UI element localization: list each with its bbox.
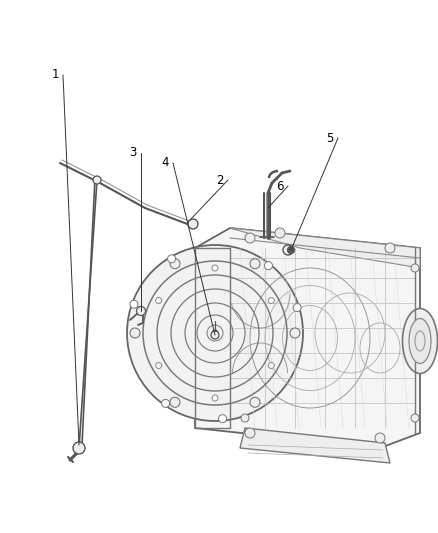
Polygon shape (195, 228, 420, 448)
Text: 5: 5 (326, 132, 334, 144)
Circle shape (168, 255, 176, 263)
Circle shape (375, 433, 385, 443)
Circle shape (188, 219, 198, 229)
Circle shape (385, 243, 395, 253)
Circle shape (268, 297, 274, 303)
Circle shape (245, 428, 255, 438)
Text: 6: 6 (276, 180, 284, 192)
Circle shape (287, 246, 294, 254)
Circle shape (93, 176, 101, 184)
Circle shape (250, 259, 260, 269)
Circle shape (268, 362, 274, 368)
Circle shape (137, 306, 145, 316)
Polygon shape (240, 428, 390, 463)
Circle shape (73, 442, 85, 454)
Circle shape (290, 328, 300, 338)
Text: 2: 2 (216, 174, 224, 187)
Circle shape (170, 259, 180, 269)
Circle shape (155, 362, 162, 368)
Circle shape (130, 328, 140, 338)
Circle shape (245, 233, 255, 243)
Circle shape (219, 415, 226, 423)
Circle shape (170, 397, 180, 407)
Polygon shape (230, 228, 420, 268)
Circle shape (250, 397, 260, 407)
Circle shape (162, 399, 170, 407)
Circle shape (411, 264, 419, 272)
Circle shape (275, 228, 285, 238)
Circle shape (212, 265, 218, 271)
Circle shape (127, 245, 303, 421)
Text: 4: 4 (161, 157, 169, 169)
Circle shape (212, 330, 218, 336)
Text: 1: 1 (51, 69, 59, 82)
Circle shape (211, 331, 219, 339)
Circle shape (411, 414, 419, 422)
Circle shape (283, 245, 293, 255)
Text: 3: 3 (129, 147, 137, 159)
Circle shape (241, 414, 249, 422)
Circle shape (293, 304, 301, 312)
Ellipse shape (403, 309, 438, 374)
Circle shape (130, 300, 138, 308)
Circle shape (265, 262, 272, 270)
Circle shape (212, 395, 218, 401)
Ellipse shape (409, 319, 431, 364)
Circle shape (155, 297, 162, 303)
